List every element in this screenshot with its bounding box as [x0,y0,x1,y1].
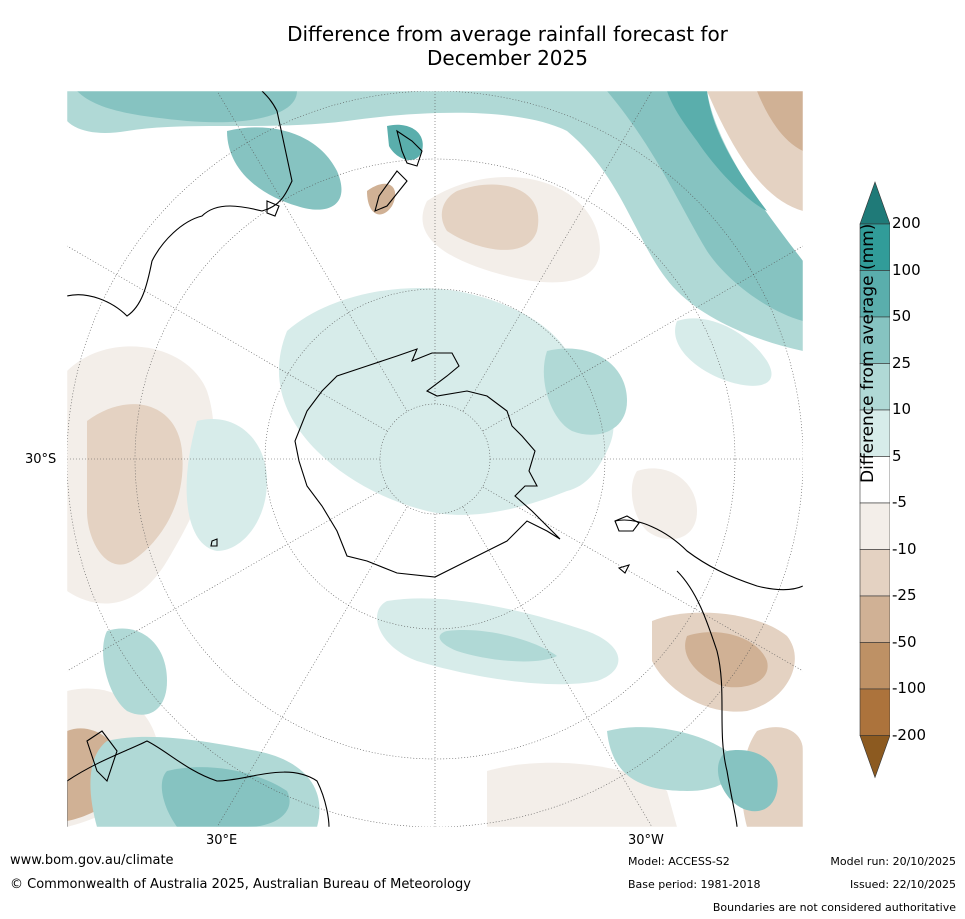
dry-area-indian-ocean-core [87,404,183,565]
colorbar-segment [859,223,890,271]
colorbar-segment [859,316,890,364]
colorbar [859,181,890,779]
meridian-30e [216,91,408,412]
wet-area-antarctic-ring [278,287,614,515]
colorbar-tick-label: -25 [892,586,917,604]
meridian-30w-top [462,91,653,412]
wet-area-south-america-core [717,750,778,812]
wet-area-nz-north [387,124,423,161]
colorbar-tick-label: 50 [892,307,912,325]
footer-copyright: © Commonwealth of Australia 2025, Austra… [10,877,471,892]
wet-area-weddell [543,348,627,435]
colorbar-segment [859,595,890,643]
colorbar-tick-label: 10 [892,400,912,418]
footer-model-run: Model run: 20/10/2025 [830,855,956,868]
footer-disclaimer: Boundaries are not considered authoritat… [712,901,956,914]
colorbar-tick-label: -5 [892,493,907,511]
map-title: Difference from average rainfall forecas… [0,22,965,70]
coast-kerguelen [210,538,218,547]
colorbar-tick-label: 5 [892,446,902,465]
colorbar-segment [859,409,890,457]
coastlines [67,91,803,827]
lon-label-30e: 30°E [206,833,238,848]
footer-issued: Issued: 22/10/2025 [849,878,956,891]
wet-area-south-atlantic-core [439,630,557,662]
dry-area-south-atlantic [631,468,697,540]
wet-area-africa-west [103,628,167,715]
wet-area-east-australia [227,127,342,210]
wet-area-south-america-south [607,727,735,791]
title-line-2: December 2025 [427,46,588,70]
wet-area-africa-core [161,767,290,827]
graticule [67,91,803,827]
footer-url[interactable]: www.bom.gov.au/climate [10,853,174,868]
coast-falklands [617,564,631,574]
coast-antarctica [294,348,561,578]
coast-nz-north [396,129,423,167]
coast-africa [67,740,330,827]
coast-tasmania [266,200,280,217]
footer-base-period: Base period: 1981-2018 [628,878,761,891]
colorbar-segment [859,549,890,597]
dry-anomaly-areas [67,91,803,827]
colorbar-tick-label: 100 [892,260,921,279]
colorbar-tick-label: 25 [892,353,912,372]
parallel-40s [134,158,736,760]
coast-madagascar [86,730,118,783]
wet-area-pacific [607,91,803,321]
coast-south-america-tip [614,515,640,532]
meridian-30e-bottom [216,506,408,827]
colorbar-segment [859,270,890,318]
dry-area-atlantic-bottom [487,762,677,827]
rainfall-map [67,91,803,827]
lon-label-30w: 30°W [628,833,664,848]
coast-australia [67,91,293,317]
colorbar-tick-label: -200 [892,725,927,744]
colorbar-tick-label: -100 [892,679,927,697]
colorbar-tick-label: -10 [892,539,917,558]
coast-south-america [614,519,803,827]
title-line-1: Difference from average rainfall forecas… [287,22,728,46]
colorbar-segment [859,502,890,550]
wet-area-top-band-mid [77,91,297,123]
lat-label-30s: 30°S [25,452,57,467]
dry-area-south-america-core [685,632,768,688]
colorbar-tick-label: 200 [892,214,921,232]
coast-nz-south [374,170,408,212]
wet-area-indian-sw [186,419,267,551]
colorbar-segment [859,688,890,736]
colorbar-segment [859,456,890,504]
footer-model: Model: ACCESS-S2 [628,855,730,868]
dry-area-nz-south [367,183,396,215]
wet-anomaly-areas [67,91,803,827]
dry-area-tasman-core [441,184,539,250]
colorbar-extend-lower [859,735,890,779]
colorbar-segment [859,642,890,690]
meridian-30w [462,506,653,827]
colorbar-title: Difference from average (mm) [858,223,878,483]
wet-area-pacific-core [667,91,767,211]
dry-area-pacific-east-core [757,91,803,151]
colorbar-tick-label: -50 [892,632,917,651]
wet-area-top-band [67,91,803,351]
colorbar-extend-upper [859,181,890,225]
wet-area-east-pacific-strip [675,318,772,386]
